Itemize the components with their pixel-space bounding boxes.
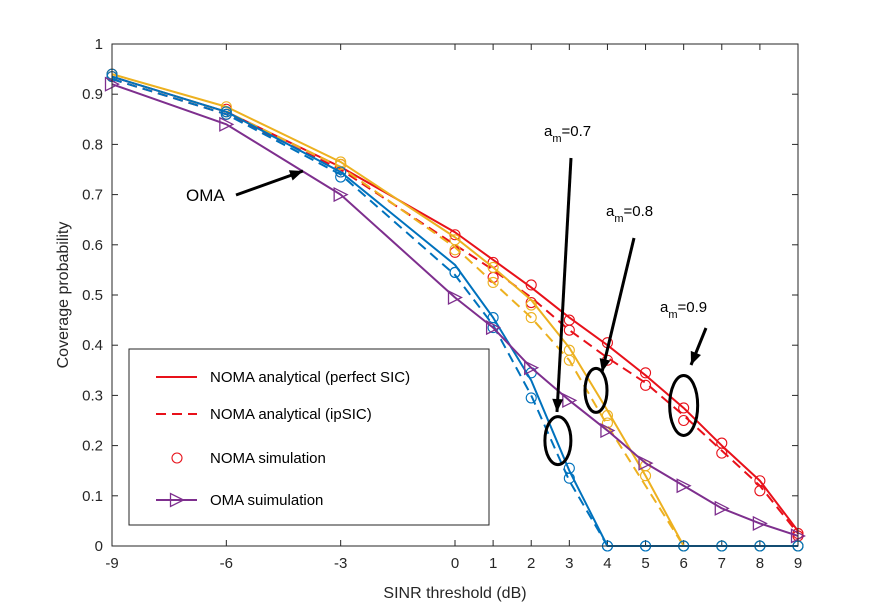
x-tick-label: 6 (679, 555, 687, 572)
legend-label: NOMA analytical (ipSIC) (210, 406, 372, 423)
arrow-head (552, 398, 564, 412)
circle-marker (640, 379, 652, 391)
arrow-shaft (600, 237, 636, 373)
x-tick-label: 1 (489, 555, 497, 572)
arrow-head (288, 170, 303, 181)
y-tick-label: 0.2 (82, 438, 103, 455)
y-tick-label: 1 (95, 36, 103, 53)
legend-label: NOMA simulation (210, 450, 326, 467)
triangle-marker (562, 392, 578, 408)
x-tick-label: 8 (756, 555, 764, 572)
triangle-marker (600, 422, 616, 439)
circle-marker (716, 447, 728, 459)
axes-frame (111, 43, 799, 547)
legend-entry: OMA suimulation (156, 492, 323, 509)
legend-triangle-marker (169, 492, 185, 508)
circle-marker (754, 485, 766, 497)
legend-entry: NOMA analytical (ipSIC) (156, 406, 372, 423)
x-tick-label: -6 (220, 555, 233, 572)
legend-label: OMA suimulation (210, 492, 323, 509)
y-tick-label: 0.5 (82, 287, 103, 304)
y-tick-label: 0 (95, 538, 103, 555)
x-tick-label: 9 (794, 555, 802, 572)
circle-marker (678, 414, 690, 427)
circle-marker (525, 296, 537, 309)
circle-marker (563, 324, 575, 336)
triangle-marker (485, 320, 502, 336)
x-tick-label: -9 (105, 555, 118, 572)
series-line (111, 83, 799, 537)
tick-labels: -9 -6 -3 0 1 2 3 4 5 6 7 8 9 0 0.1 0.2 0.3 0.4 0.5 0.6 0.7 0.… (82, 36, 802, 572)
legend: NOMA analytical (perfect SIC) NOMA analyt… (128, 348, 490, 526)
series-line (111, 78, 798, 547)
y-tick-label: 0.3 (82, 387, 103, 404)
circle-marker (487, 322, 499, 334)
y-tick-label: 0.7 (82, 187, 103, 204)
arrow-head (599, 358, 611, 372)
circle-marker (220, 108, 232, 120)
x-tick-label: 7 (718, 555, 726, 572)
circle-marker (525, 279, 537, 291)
y-tick-label: 0.1 (82, 488, 103, 505)
legend-box (128, 348, 490, 526)
circle-marker (335, 158, 347, 171)
legend-entry: NOMA analytical (perfect SIC) (156, 369, 410, 386)
x-tick-label: 2 (527, 555, 535, 572)
triangle-marker (638, 455, 654, 471)
triangle-marker (714, 500, 730, 516)
triangle-marker (676, 478, 692, 494)
annotation-am-0-7 (543, 157, 573, 467)
legend-entry: NOMA simulation (171, 450, 326, 467)
annotation-label: am=0.9 (660, 299, 707, 321)
circle-marker (563, 354, 575, 366)
arrow-head (690, 350, 701, 365)
annotation-am-0-8 (583, 237, 636, 414)
annotations: am=0.7 am=0.8 am=0.9 OMA (186, 123, 708, 467)
triangle-marker (524, 360, 540, 376)
y-tick-label: 0.4 (82, 337, 103, 354)
circle-marker (601, 409, 613, 422)
annotation-label: OMA (186, 186, 225, 205)
circle-marker (563, 472, 575, 484)
x-tick-label: 5 (641, 555, 649, 572)
circle-marker (525, 299, 537, 311)
x-tick-label: 4 (603, 555, 611, 572)
annotation-label: am=0.8 (606, 203, 653, 225)
annotation-label: am=0.7 (544, 123, 591, 145)
series-a-m-0-7-dashed (111, 78, 798, 547)
circle-marker (678, 402, 690, 414)
annotation-am-0-9 (668, 327, 708, 437)
legend-label: NOMA analytical (perfect SIC) (210, 369, 410, 386)
highlight-ellipse (543, 415, 573, 467)
circle-marker (525, 312, 537, 324)
annotation-oma: OMA (186, 169, 304, 205)
x-tick-label: -3 (334, 555, 347, 572)
circle-marker (449, 244, 461, 256)
triangle-marker (752, 515, 768, 531)
arrow-shaft (555, 157, 573, 413)
circle-marker (449, 266, 461, 278)
y-tick-label: 0.8 (82, 136, 103, 153)
y-tick-label: 0.9 (82, 86, 103, 103)
x-tick-label: 0 (451, 555, 459, 572)
y-tick-label: 0.6 (82, 237, 103, 254)
circle-marker (487, 261, 499, 273)
highlight-ellipse (583, 366, 609, 414)
y-axis-label: Coverage probability (55, 222, 72, 369)
triangle-marker (447, 289, 463, 306)
triangle-marker (333, 187, 349, 203)
circle-marker (640, 367, 652, 379)
circle-marker (335, 171, 347, 183)
legend-circle-marker (171, 452, 183, 464)
circle-marker (487, 276, 499, 289)
x-tick-label: 3 (565, 555, 573, 572)
circle-marker (335, 166, 347, 178)
circle-marker (640, 470, 652, 482)
triangle-marker (219, 116, 235, 132)
highlight-ellipse (668, 373, 700, 437)
circle-marker (220, 106, 232, 118)
circle-marker (525, 392, 537, 404)
x-axis-label: SINR threshold (dB) (383, 585, 526, 602)
